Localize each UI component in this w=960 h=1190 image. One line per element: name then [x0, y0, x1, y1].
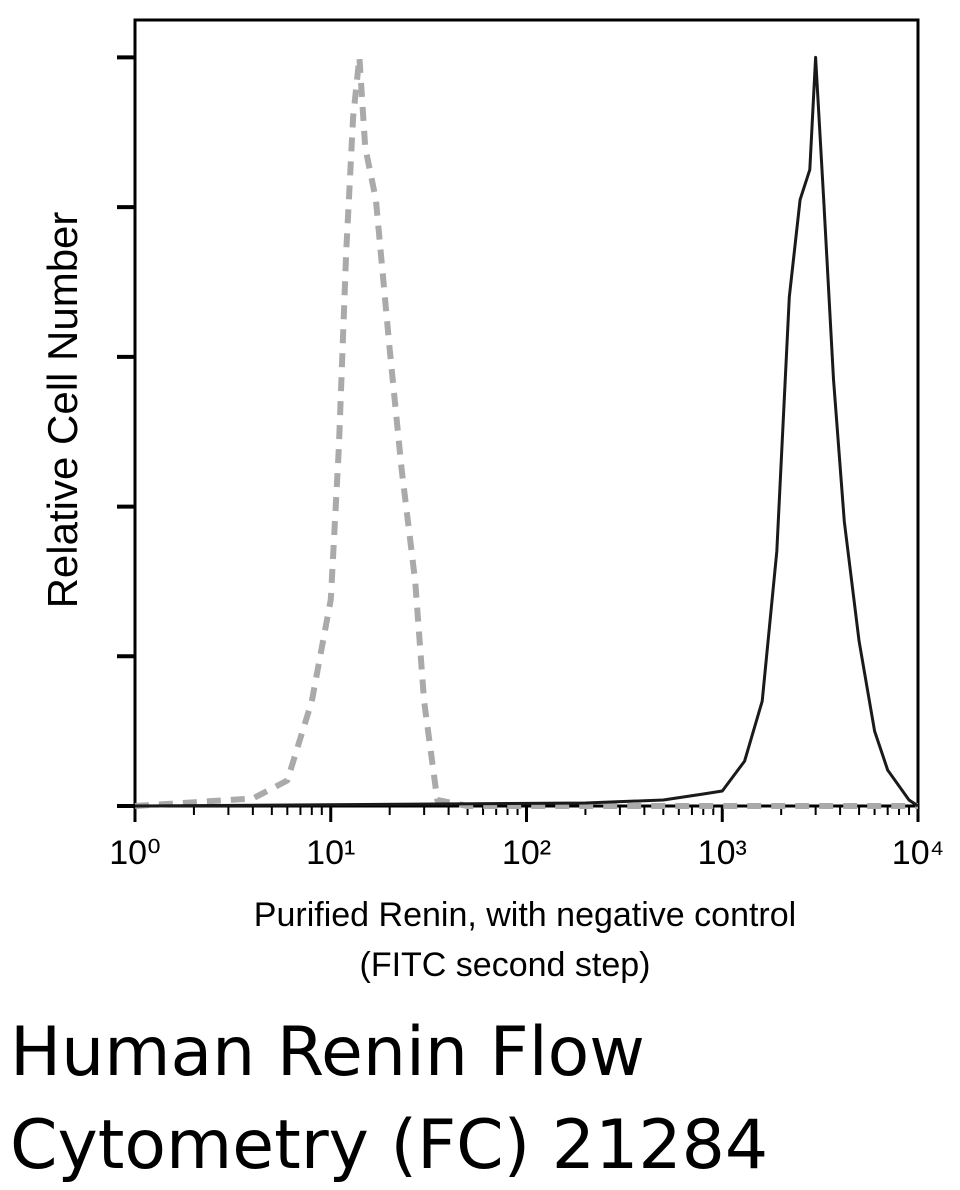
x-tick-label: 10⁰ [109, 834, 160, 872]
x-tick-label: 10³ [698, 834, 747, 872]
caption: Human Renin Flow [10, 1013, 645, 1092]
y-axis-label: Relative Cell Number [39, 212, 86, 609]
x-tick-label: 10⁴ [892, 834, 944, 872]
histogram-line [134, 55, 919, 808]
x-tick-label: 10² [502, 834, 551, 872]
x-tick-label: 10¹ [306, 834, 355, 872]
x-axis-label: Purified Renin, with negative control [254, 896, 796, 934]
plot-frame [133, 18, 920, 808]
histogram-line [134, 54, 918, 809]
caption: Cytometry (FC) 21284 [10, 1106, 768, 1185]
x-axis-label: (FITC second step) [360, 946, 651, 984]
